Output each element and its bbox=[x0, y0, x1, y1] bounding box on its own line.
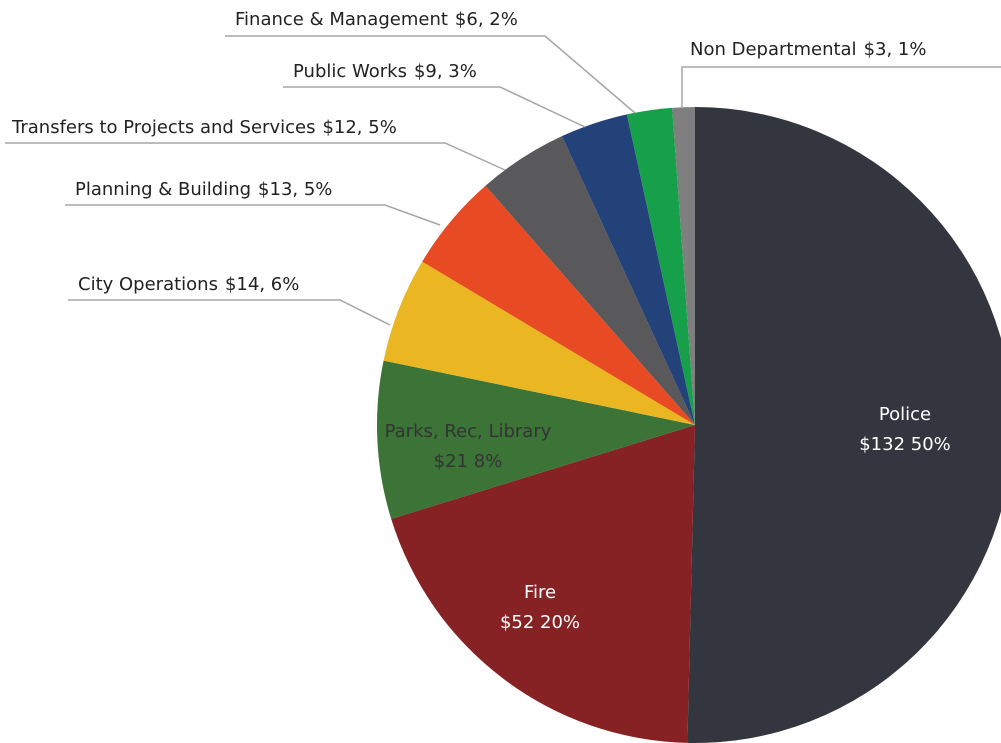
slice-value: $132 50% bbox=[859, 434, 951, 455]
slice-value: $12, 5% bbox=[322, 117, 396, 138]
slice-value: $9, 3% bbox=[414, 61, 477, 82]
slice-name: Finance & Management bbox=[235, 9, 448, 30]
slice-label: Planning & Building $13, 5% bbox=[75, 179, 332, 200]
pie-slice bbox=[687, 107, 1001, 743]
slice-label: Parks, Rec, Library $21 8% bbox=[385, 421, 552, 472]
slice-name: Fire bbox=[524, 582, 556, 603]
slice-name: Parks, Rec, Library bbox=[385, 421, 552, 442]
slice-value: $21 8% bbox=[434, 451, 503, 472]
slice-label: Fire $52 20% bbox=[500, 582, 580, 633]
pie-slice bbox=[391, 425, 695, 743]
slice-value: $14, 6% bbox=[225, 274, 299, 295]
leader-line bbox=[283, 86, 586, 128]
pie-slice bbox=[672, 107, 695, 425]
pie-slice bbox=[485, 136, 695, 425]
slice-name: Police bbox=[879, 404, 931, 425]
slice-label: Non Departmental $3, 1% bbox=[690, 39, 926, 60]
leader-line bbox=[68, 299, 391, 326]
slice-name: Public Works bbox=[293, 61, 407, 82]
slice-value: $13, 5% bbox=[258, 179, 332, 200]
leader-line bbox=[225, 35, 636, 114]
slice-label: Transfers to Projects and Services $12, 5… bbox=[11, 117, 397, 138]
pie-slice bbox=[383, 261, 695, 425]
slice-value: $6, 2% bbox=[455, 9, 518, 30]
slice-label: Finance & Management $6, 2% bbox=[235, 9, 518, 30]
pie-slice bbox=[422, 185, 695, 425]
slice-value: $52 20% bbox=[500, 612, 580, 633]
slice-value: $3, 1% bbox=[864, 39, 927, 60]
slice-label: Police $132 50% bbox=[859, 404, 951, 455]
slice-name: Planning & Building bbox=[75, 179, 251, 200]
leader-line bbox=[681, 66, 1001, 108]
leader-line bbox=[65, 204, 441, 226]
pie-slice bbox=[561, 114, 695, 425]
slice-label: City Operations $14, 6% bbox=[78, 274, 299, 295]
pie-slice bbox=[377, 360, 695, 519]
slice-label: Public Works $9, 3% bbox=[293, 61, 477, 82]
pie-slice bbox=[626, 107, 695, 426]
leader-line bbox=[5, 142, 506, 171]
slice-name: Non Departmental bbox=[690, 39, 857, 60]
slice-name: City Operations bbox=[78, 274, 218, 295]
slice-name: Transfers to Projects and Services bbox=[11, 117, 315, 138]
